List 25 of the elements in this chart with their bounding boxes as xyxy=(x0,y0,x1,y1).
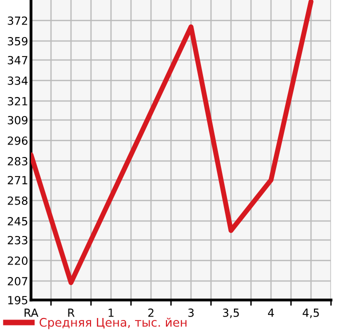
line-series xyxy=(31,0,314,286)
y-tick-label: 296 xyxy=(8,136,28,145)
y-tick-label: 245 xyxy=(8,217,28,226)
x-tick-label: 1 xyxy=(108,308,114,317)
x-tick-label: 2 xyxy=(148,308,154,317)
legend-label: Средняя Цена, тыс. йен xyxy=(40,318,186,330)
y-tick-label: 271 xyxy=(8,176,28,184)
x-tick-label: 4 xyxy=(268,308,274,317)
x-tick-label: 3,5 xyxy=(223,308,239,318)
y-tick-label: 233 xyxy=(8,236,28,244)
y-tick-label: 258 xyxy=(8,196,28,205)
y-tick-label: 220 xyxy=(8,256,28,265)
x-tick-label: 3 xyxy=(188,308,194,317)
y-tick-label: 359 xyxy=(8,37,28,46)
y-tick-label: 207 xyxy=(8,277,28,286)
y-tick-label: 309 xyxy=(8,116,28,124)
y-tick-label: 283 xyxy=(8,157,28,166)
y-tick-label: 347 xyxy=(8,56,28,64)
y-tick-label: 321 xyxy=(8,97,28,106)
y-tick-label: 334 xyxy=(8,76,28,85)
x-tick-label: 4,5 xyxy=(302,308,319,318)
y-tick-label: 195 xyxy=(8,296,28,304)
x-tick-label: R xyxy=(68,308,75,317)
x-tick-label: RA xyxy=(24,308,38,317)
y-tick-label: 372 xyxy=(8,16,28,25)
